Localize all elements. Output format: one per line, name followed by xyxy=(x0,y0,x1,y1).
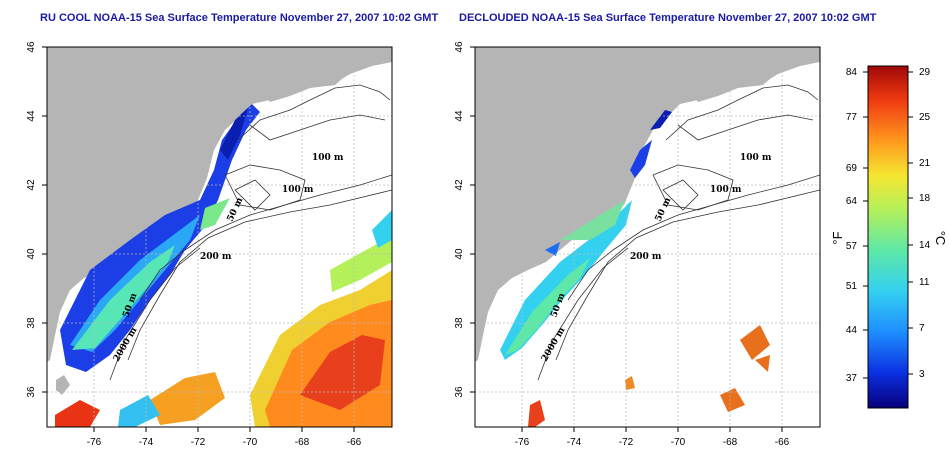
left-panel-title: RU COOL NOAA-15 Sea Surface Temperature … xyxy=(40,12,439,24)
celsius-tick: 14 xyxy=(919,240,931,251)
celsius-tick: 11 xyxy=(919,277,930,288)
y-tick-label: 42 xyxy=(454,179,465,191)
x-tick-label: -68 xyxy=(723,437,738,448)
fahrenheit-unit-label: °F xyxy=(830,231,845,244)
right-panel-title: DECLOUDED NOAA-15 Sea Surface Temperatur… xyxy=(459,12,877,24)
land-mass xyxy=(475,47,820,362)
right-map-panel: 100 m 100 m 50 m 200 m 50 m 2000 m -76 -… xyxy=(454,41,821,448)
colorbar-gradient xyxy=(867,65,909,409)
y-tick-label: 44 xyxy=(26,110,37,122)
contour-label: 200 m xyxy=(200,252,232,262)
contour-label: 100 m xyxy=(740,153,772,163)
left-map-panel: 100 m 100 m 50 m 200 m 50 m 2000 m -76 -… xyxy=(26,41,393,448)
celsius-tick: 7 xyxy=(919,323,925,334)
isobath-200m xyxy=(139,174,392,301)
x-tick-label: -68 xyxy=(295,437,310,448)
map-frame xyxy=(46,46,393,428)
celsius-unit-label: °C xyxy=(933,231,948,246)
x-tick-label: -72 xyxy=(191,437,206,448)
land-mass xyxy=(47,47,392,362)
y-tick-label: 42 xyxy=(26,179,37,191)
fahrenheit-tick: 51 xyxy=(846,281,858,292)
y-tick-label: 46 xyxy=(26,41,37,53)
y-tick-label: 40 xyxy=(454,248,465,260)
x-tick-label: -76 xyxy=(515,437,530,448)
contour-label: 100 m xyxy=(282,185,314,195)
colorbar: 84 77 69 64 57 51 44 37 29 25 21 18 14 1… xyxy=(830,65,948,409)
contour-label: 100 m xyxy=(312,153,344,163)
y-tick-label: 40 xyxy=(26,248,37,260)
x-tick-label: -70 xyxy=(671,437,686,448)
fahrenheit-tick: 37 xyxy=(846,373,858,384)
isobath-100m xyxy=(665,84,819,141)
contour-label: 200 m xyxy=(630,252,662,262)
map-frame xyxy=(474,46,821,428)
celsius-tick: 18 xyxy=(919,193,931,204)
x-tick-label: -66 xyxy=(347,437,362,448)
contour-label: 100 m xyxy=(710,185,742,195)
isobath-100m xyxy=(237,84,391,141)
fahrenheit-tick: 77 xyxy=(846,112,858,123)
y-tick-label: 36 xyxy=(454,386,465,398)
x-tick-label: -74 xyxy=(567,437,582,448)
celsius-tick: 25 xyxy=(919,112,931,123)
x-tick-label: -74 xyxy=(139,437,154,448)
y-tick-label: 36 xyxy=(26,386,37,398)
y-tick-label: 38 xyxy=(26,317,37,329)
fahrenheit-tick: 44 xyxy=(846,325,858,336)
celsius-tick: 21 xyxy=(919,158,931,169)
isobath-200m xyxy=(567,174,820,301)
fahrenheit-tick: 84 xyxy=(846,67,858,78)
fahrenheit-tick: 69 xyxy=(846,163,858,174)
y-tick-label: 38 xyxy=(454,317,465,329)
celsius-tick: 3 xyxy=(919,369,925,380)
sst-gulfstream-warm xyxy=(740,325,770,360)
fahrenheit-tick: 64 xyxy=(846,196,858,207)
fahrenheit-tick: 57 xyxy=(846,241,858,252)
y-tick-label: 46 xyxy=(454,41,465,53)
x-tick-label: -66 xyxy=(775,437,790,448)
x-tick-label: -70 xyxy=(243,437,258,448)
y-tick-label: 44 xyxy=(454,110,465,122)
x-tick-label: -76 xyxy=(87,437,102,448)
celsius-tick: 29 xyxy=(919,67,931,78)
x-tick-label: -72 xyxy=(619,437,634,448)
